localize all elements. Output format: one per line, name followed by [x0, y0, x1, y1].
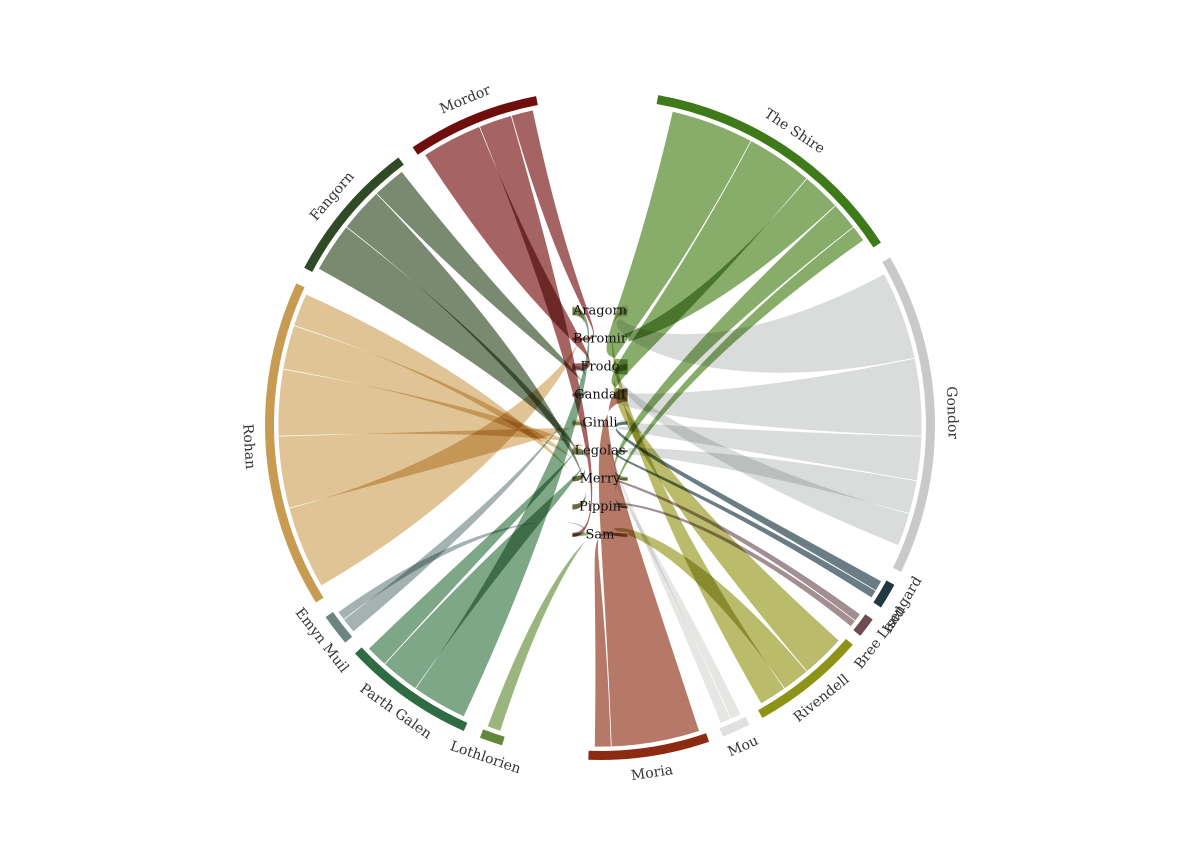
location-label-gondor: Gondor	[943, 386, 961, 440]
arc-gondor[interactable]	[882, 257, 936, 572]
arc-rohan[interactable]	[265, 283, 324, 603]
character-label-frodo[interactable]: Frodo	[580, 360, 619, 375]
location-label-moria: Moria	[630, 762, 674, 784]
arc-fangorn[interactable]	[304, 157, 404, 272]
location-label-rivendell: Rivendell	[791, 671, 853, 726]
character-label-sam[interactable]: Sam	[586, 528, 615, 543]
chord-mordor-boromir[interactable]	[510, 109, 595, 342]
arc-parth-galen[interactable]	[355, 647, 468, 732]
chord-the-shire-boromir[interactable]	[612, 177, 837, 345]
arc-emyn-muil[interactable]	[325, 611, 353, 643]
character-labels: Aragorn Boromir Frodo Gandalf Gimli Legolas Me…	[572, 304, 628, 543]
character-label-boromir[interactable]: Boromir	[573, 332, 628, 347]
arc-isengard[interactable]	[873, 580, 895, 608]
arc-mordor[interactable]	[412, 96, 538, 155]
chord-rivendell-frodo[interactable]	[612, 363, 840, 673]
character-label-gimli[interactable]: Gimli	[582, 416, 617, 431]
location-label-the-shire: The Shire	[761, 106, 827, 158]
chord-ribbons	[277, 109, 923, 748]
chord-moria-sam[interactable]	[593, 531, 629, 748]
arc-moria[interactable]	[588, 733, 710, 761]
arc-lothlorien[interactable]	[479, 729, 505, 746]
chord-lothlorien-sam[interactable]	[486, 531, 593, 732]
character-label-pippin[interactable]: Pippin	[579, 500, 622, 515]
character-label-gandalf[interactable]: Gandalf	[574, 388, 627, 403]
arc-rivendell[interactable]	[758, 638, 853, 718]
chord-mou-gimli[interactable]	[609, 421, 732, 725]
location-arcs	[265, 95, 936, 761]
location-label-fangorn: Fangorn	[307, 169, 358, 224]
arc-mou[interactable]	[719, 716, 750, 737]
chord-fangorn-pippin[interactable]	[345, 192, 587, 511]
arc-bree-land[interactable]	[853, 614, 873, 636]
location-label-rohan: Rohan	[239, 423, 258, 469]
location-label-mou: Mou	[725, 733, 761, 761]
character-label-merry[interactable]: Merry	[580, 472, 621, 487]
chord-mordor-sam[interactable]	[478, 114, 594, 538]
character-label-aragorn[interactable]: Aragorn	[572, 304, 628, 319]
location-label-lothlorien: Lothlorien	[448, 738, 523, 777]
chord-rivendell-aragorn[interactable]	[611, 308, 786, 705]
character-label-legolas[interactable]: Legolas	[574, 444, 625, 459]
